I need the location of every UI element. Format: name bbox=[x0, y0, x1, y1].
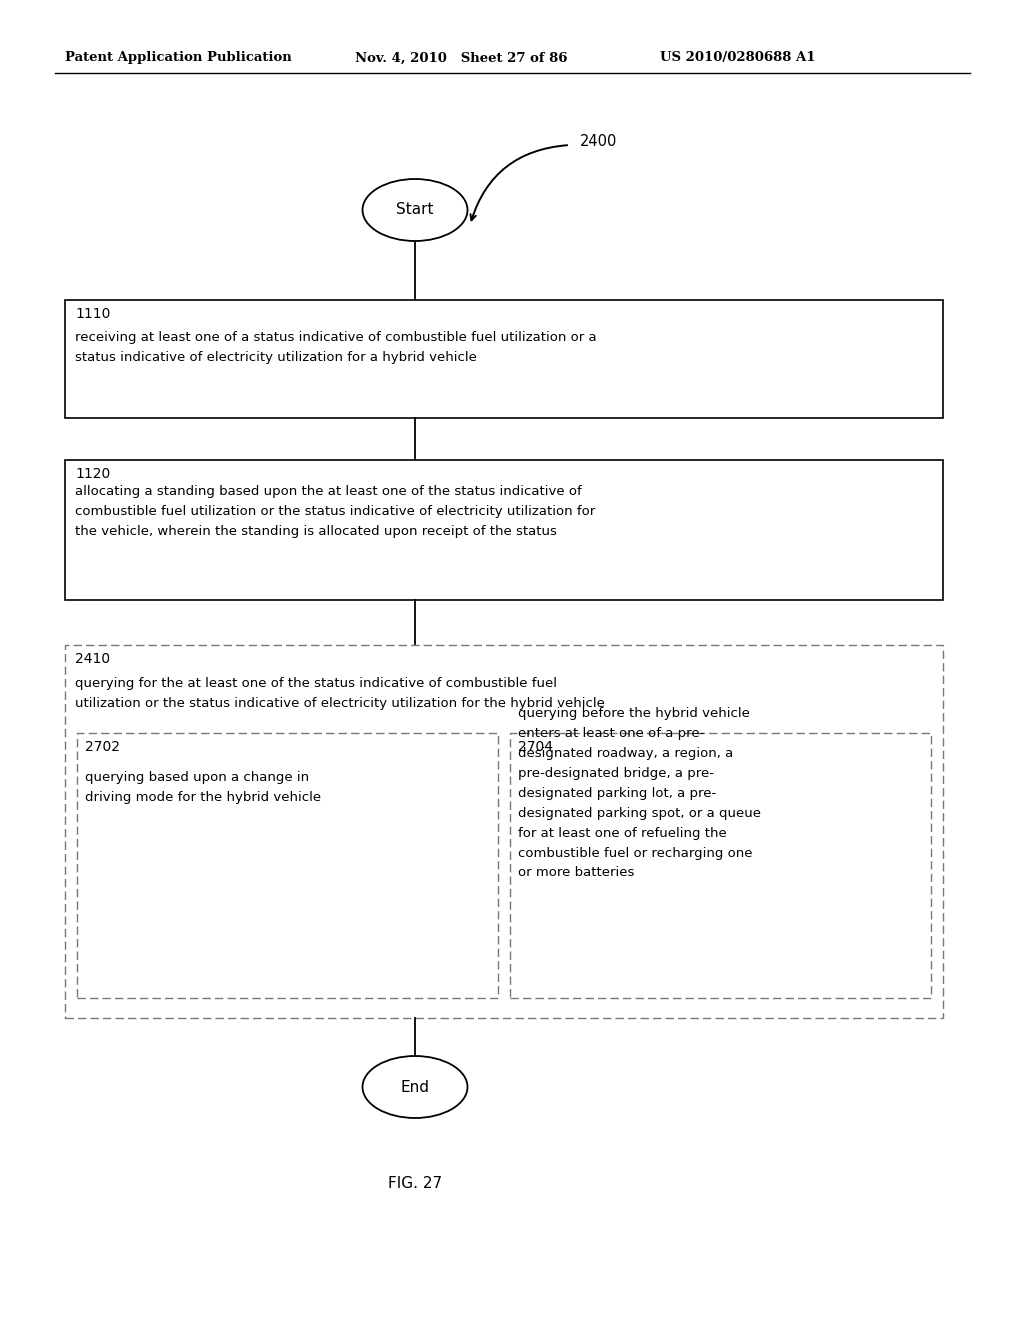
Text: Patent Application Publication: Patent Application Publication bbox=[65, 51, 292, 65]
Text: allocating a standing based upon the at least one of the status indicative of
co: allocating a standing based upon the at … bbox=[75, 486, 595, 539]
Text: FIG. 27: FIG. 27 bbox=[388, 1176, 442, 1191]
Text: 2410: 2410 bbox=[75, 652, 111, 667]
Text: querying for the at least one of the status indicative of combustible fuel
utili: querying for the at least one of the sta… bbox=[75, 676, 605, 710]
Text: 1120: 1120 bbox=[75, 467, 111, 480]
Text: receiving at least one of a status indicative of combustible fuel utilization or: receiving at least one of a status indic… bbox=[75, 331, 597, 364]
Bar bbox=[65, 459, 943, 601]
Bar bbox=[510, 733, 931, 998]
Text: End: End bbox=[400, 1080, 429, 1094]
Ellipse shape bbox=[362, 180, 468, 242]
Text: 2702: 2702 bbox=[85, 741, 120, 754]
Text: 2704: 2704 bbox=[518, 741, 553, 754]
Bar bbox=[65, 645, 943, 1018]
Bar bbox=[77, 733, 498, 998]
Text: querying before the hybrid vehicle
enters at least one of a pre-
designated road: querying before the hybrid vehicle enter… bbox=[518, 706, 761, 879]
Text: Nov. 4, 2010   Sheet 27 of 86: Nov. 4, 2010 Sheet 27 of 86 bbox=[355, 51, 567, 65]
Text: 1110: 1110 bbox=[75, 308, 111, 321]
Text: 2400: 2400 bbox=[580, 135, 617, 149]
Bar bbox=[65, 300, 943, 418]
Text: US 2010/0280688 A1: US 2010/0280688 A1 bbox=[660, 51, 815, 65]
Text: querying based upon a change in
driving mode for the hybrid vehicle: querying based upon a change in driving … bbox=[85, 771, 322, 804]
Text: Start: Start bbox=[396, 202, 434, 218]
Ellipse shape bbox=[362, 1056, 468, 1118]
